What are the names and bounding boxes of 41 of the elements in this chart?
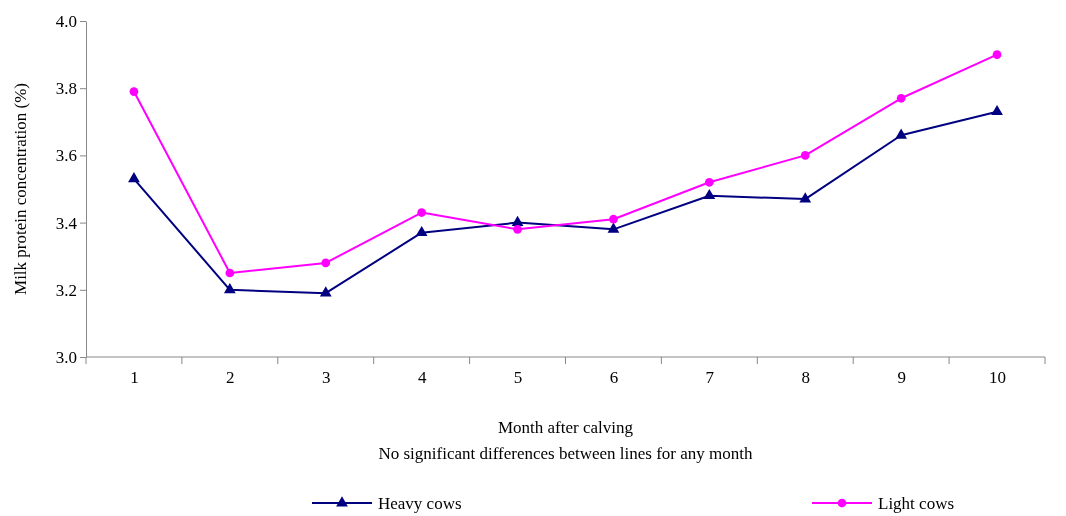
- y-tick-label: 3.0: [55, 347, 77, 367]
- point: [513, 224, 522, 234]
- x-tick-label: 4: [417, 368, 427, 388]
- point: [991, 104, 1003, 116]
- y-tick-label: 4.0: [55, 11, 77, 31]
- legend-label: Heavy cows: [378, 494, 462, 513]
- point: [704, 177, 714, 187]
- x-tick-label: 9: [897, 368, 906, 388]
- point: [415, 225, 428, 237]
- x-tick-label: 3: [322, 368, 331, 388]
- point: [321, 258, 331, 268]
- x-axis-title: Month after calving: [497, 418, 634, 437]
- point: [417, 208, 427, 217]
- y-tick-label: 3.8: [55, 79, 77, 99]
- x-tick-label: 2: [226, 368, 235, 388]
- x-tick-label: 1: [130, 368, 139, 388]
- point: [609, 214, 618, 224]
- y-tick-label: 3.6: [55, 146, 77, 166]
- point: [896, 93, 906, 103]
- x-tick-label: 6: [609, 368, 619, 388]
- text: No significant differences between lines for any month: [378, 444, 754, 463]
- point: [895, 128, 908, 139]
- point: [129, 87, 139, 96]
- y-tick-label: 3.4: [55, 213, 78, 233]
- y-tick-label: 3.2: [55, 280, 77, 300]
- legend-label: Light cows: [878, 494, 955, 513]
- x-tick-label: 5: [513, 368, 523, 388]
- point: [128, 172, 140, 183]
- point: [800, 151, 810, 160]
- point: [225, 268, 235, 278]
- x-tick-label: 7: [705, 368, 715, 388]
- point: [799, 192, 812, 203]
- y-axis-title: Milk protein concentration (%): [11, 83, 30, 295]
- x-tick-label: 10: [989, 368, 1007, 388]
- point: [223, 283, 236, 294]
- point: [319, 286, 332, 297]
- point: [992, 50, 1002, 59]
- point: [511, 215, 524, 226]
- point: [607, 222, 620, 233]
- point: [703, 188, 716, 200]
- x-tick-label: 8: [801, 368, 810, 388]
